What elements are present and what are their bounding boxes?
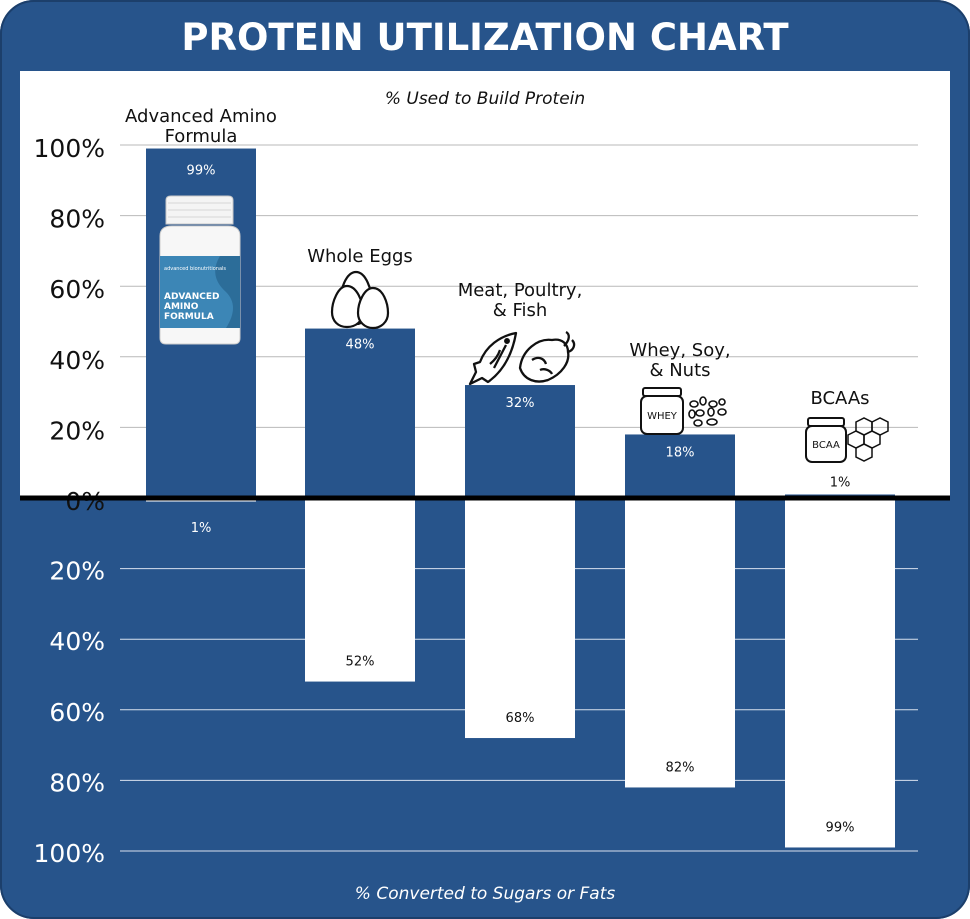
bar-lower xyxy=(465,498,575,739)
bottle-product-line-2: AMINO xyxy=(164,302,199,312)
bar-lower xyxy=(625,498,735,788)
value-label-lower: 99% xyxy=(826,820,855,835)
bottle-brand: advanced bionutritionals xyxy=(164,266,226,272)
whey-jar-and-nuts-icon: WHEY xyxy=(640,387,727,435)
bar-upper xyxy=(625,434,735,498)
chart-title: PROTEIN UTILIZATION CHART xyxy=(181,16,789,59)
bar-upper xyxy=(465,385,575,498)
value-label-upper: 18% xyxy=(666,445,695,460)
bar-lower xyxy=(305,498,415,682)
y-tick-lower: 80% xyxy=(49,768,105,797)
upper-axis-label: % Used to Build Protein xyxy=(385,89,585,109)
y-axis-ticks: 0% 20% 40% 60% 80% 100% 20% 40% 60% 80% 100% xyxy=(34,134,105,868)
y-tick-upper: 20% xyxy=(49,416,105,445)
value-label-upper: 48% xyxy=(346,338,375,353)
y-tick-lower: 20% xyxy=(49,557,105,586)
y-tick-lower: 100% xyxy=(34,839,105,868)
right-border xyxy=(950,0,970,919)
bcaa-jar-label: BCAA xyxy=(812,440,840,451)
value-label-upper: 99% xyxy=(187,164,216,179)
bars xyxy=(146,148,895,848)
bottle-product-line-1: ADVANCED xyxy=(164,292,220,302)
y-tick-lower: 60% xyxy=(49,698,105,727)
bottle-product-line-3: FORMULA xyxy=(164,312,214,322)
value-labels: 99% 1% 48% 52% 32% 68% 18% 82% 1% 99% xyxy=(187,164,855,836)
value-label-lower: 52% xyxy=(346,655,375,670)
bar-lower xyxy=(785,498,895,848)
value-label-lower: 1% xyxy=(191,521,212,536)
category-label: Advanced Amino Formula xyxy=(125,106,277,147)
y-tick-lower: 40% xyxy=(49,627,105,656)
eggs-icon xyxy=(330,270,390,330)
category-label: Whey, Soy, & Nuts xyxy=(629,340,730,381)
supplement-bottle-icon: advanced bionutritionals ADVANCED AMINO … xyxy=(159,195,241,345)
value-label-upper: 1% xyxy=(830,475,851,490)
category-label: Meat, Poultry, & Fish xyxy=(458,280,583,321)
value-label-upper: 32% xyxy=(506,396,535,411)
whey-jar-label: WHEY xyxy=(647,411,678,422)
category-labels: Advanced Amino Formula Whole Eggs Meat, Pou… xyxy=(125,106,870,409)
lower-axis-label: % Converted to Sugars or Fats xyxy=(355,884,616,904)
y-tick-upper: 60% xyxy=(49,275,105,304)
category-label: Whole Eggs xyxy=(307,246,413,267)
value-label-lower: 68% xyxy=(506,711,535,726)
y-tick-upper: 80% xyxy=(49,205,105,234)
bcaa-jar-icon: BCAA xyxy=(805,417,889,463)
y-tick-upper: 0% xyxy=(65,487,105,516)
value-label-lower: 82% xyxy=(666,760,695,775)
title-banner xyxy=(0,0,970,71)
y-tick-upper: 100% xyxy=(34,134,105,163)
y-tick-upper: 40% xyxy=(49,346,105,375)
bar-upper xyxy=(305,328,415,498)
category-label: BCAAs xyxy=(810,388,869,409)
fish-and-chicken-icon xyxy=(468,330,576,386)
left-border xyxy=(0,0,20,919)
